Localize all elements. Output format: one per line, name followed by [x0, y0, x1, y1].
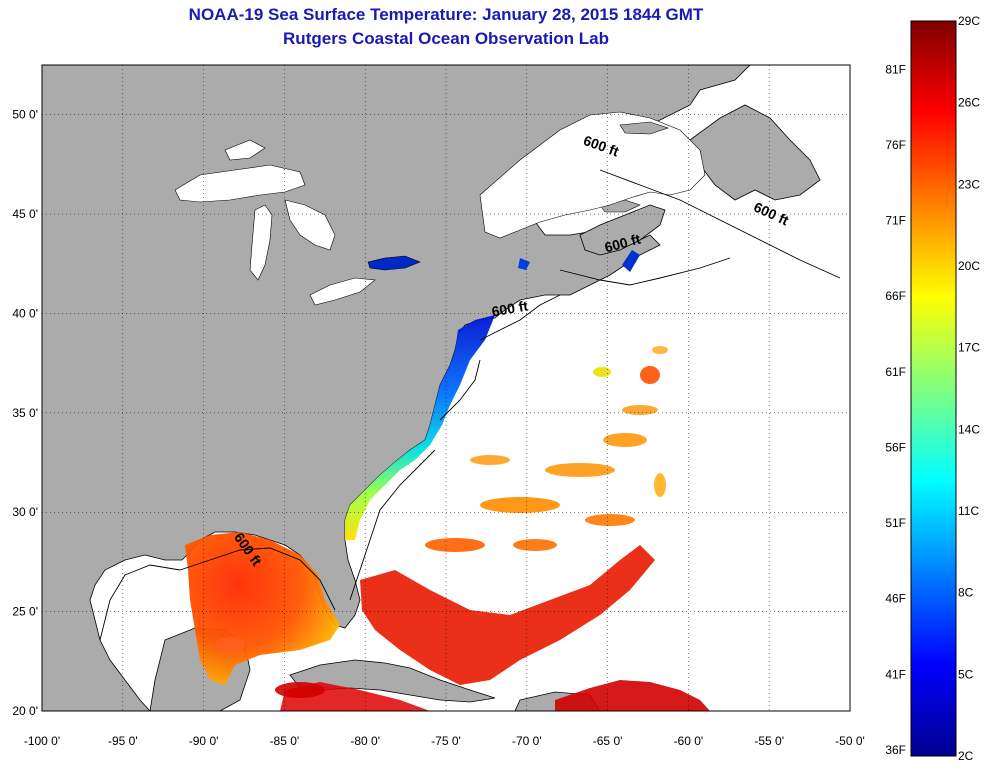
colorbar-celsius-label: 20C [958, 259, 980, 273]
x-tick-labels: -100 0' -95 0' -90 0' -85 0' -80 0' -75 0' -70… [24, 734, 865, 748]
x-tick-label: -85 0' [270, 734, 300, 748]
land-nova-scotia [579, 204, 666, 256]
colorbar-celsius-label: 26C [958, 96, 980, 110]
sst-coastal-band [345, 315, 495, 540]
colorbar-celsius-label: 17C [958, 341, 980, 355]
x-tick-label: -100 0' [24, 734, 60, 748]
colorbar-fahrenheit-label: 56F [885, 440, 906, 454]
y-tick-label: 40 0' [12, 306, 38, 320]
sst-bay-of-fundy [622, 250, 640, 272]
lake-superior [174, 164, 306, 203]
x-tick-label: -70 0' [512, 734, 542, 748]
y-tick-label: 35 0' [12, 406, 38, 420]
x-tick-label: -60 0' [674, 734, 704, 748]
colorbar-celsius-label: 2C [958, 749, 974, 763]
y-tick-labels: 50 0' 45 0' 40 0' 35 0' 30 0' 25 0' 20 0' [12, 108, 38, 718]
colorbar-fahrenheit-label: 76F [885, 138, 906, 152]
x-tick-label: -55 0' [754, 734, 784, 748]
x-tick-label: -95 0' [108, 734, 138, 748]
x-tick-label: -50 0' [835, 734, 865, 748]
x-tick-label: -65 0' [593, 734, 623, 748]
map-title: NOAA-19 Sea Surface Temperature: January… [40, 3, 852, 51]
colorbar-fahrenheit-label: 41F [885, 667, 906, 681]
colorbar-celsius-label: 29C [958, 14, 980, 28]
colorbar-fahrenheit-label: 51F [885, 516, 906, 530]
colorbar-celsius-labels: 29C 26C 23C 20C 17C 14C 11C 8C 5C 2C [958, 14, 980, 763]
colorbar-fahrenheit-label: 61F [885, 365, 906, 379]
depth-label-600ft: 600 ft [490, 297, 529, 319]
lake-ontario [367, 255, 421, 271]
colorbar: 29C 26C 23C 20C 17C 14C 11C 8C 5C 2C 81F 76F 71F 66F… [885, 14, 980, 763]
title-line-2: Rutgers Coastal Ocean Observation Lab [283, 29, 609, 48]
y-tick-label: 20 0' [12, 704, 38, 718]
x-tick-label: -90 0' [189, 734, 219, 748]
isobath-600ft-lines [99, 169, 841, 641]
colorbar-celsius-label: 8C [958, 586, 974, 600]
map-grid [42, 65, 850, 711]
y-tick-label: 30 0' [12, 505, 38, 519]
sst-gulf-stream [360, 545, 655, 685]
land-newfoundland [689, 104, 821, 201]
anticosti-island [619, 121, 669, 135]
x-tick-label: -75 0' [431, 734, 461, 748]
colorbar-fahrenheit-label: 46F [885, 592, 906, 606]
colorbar-celsius-label: 5C [958, 667, 974, 681]
map-border [41, 64, 851, 712]
colorbar-fahrenheit-labels: 81F 76F 71F 66F 61F 56F 51F 46F 41F 36F [885, 62, 906, 757]
lake-huron [284, 199, 336, 251]
y-tick-label: 25 0' [12, 605, 38, 619]
colorbar-fahrenheit-label: 81F [885, 62, 906, 76]
lake-erie-ice [224, 139, 266, 161]
colorbar-celsius-label: 14C [958, 422, 980, 436]
lake-erie [309, 277, 376, 306]
sst-open-ocean-patches [215, 346, 668, 698]
colorbar-celsius-label: 23C [958, 177, 980, 191]
st-lawrence-gulf [479, 111, 706, 239]
colorbar-fahrenheit-label: 66F [885, 289, 906, 303]
y-tick-label: 50 0' [12, 108, 38, 122]
lake-michigan [249, 204, 273, 281]
x-tick-label: -80 0' [350, 734, 380, 748]
sst-caribbean [555, 680, 710, 711]
colorbar-fahrenheit-label: 36F [885, 743, 906, 757]
title-line-1: NOAA-19 Sea Surface Temperature: January… [188, 5, 704, 24]
colorbar-scale [910, 20, 957, 757]
y-tick-label: 45 0' [12, 207, 38, 221]
colorbar-celsius-label: 11C [958, 504, 979, 518]
colorbar-fahrenheit-label: 71F [885, 214, 906, 228]
